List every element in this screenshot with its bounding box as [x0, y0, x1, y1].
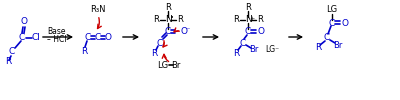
Text: R: R	[153, 16, 159, 24]
Text: C: C	[19, 34, 25, 42]
Text: R: R	[233, 48, 239, 58]
Text: •: •	[170, 15, 174, 21]
Text: C: C	[157, 38, 163, 48]
Text: C: C	[324, 34, 330, 42]
Text: Br: Br	[333, 40, 343, 50]
Text: LG⁻: LG⁻	[265, 46, 279, 54]
Text: N: N	[245, 16, 251, 24]
Text: R: R	[151, 48, 157, 58]
Text: R₃N: R₃N	[90, 6, 106, 14]
Text: LG: LG	[158, 60, 168, 70]
Text: C: C	[245, 28, 251, 36]
Text: R: R	[233, 16, 239, 24]
Text: O: O	[104, 34, 112, 42]
Text: C: C	[240, 38, 246, 48]
Text: O: O	[20, 18, 28, 26]
Text: O: O	[180, 28, 188, 36]
Text: C: C	[329, 18, 335, 28]
Text: Base: Base	[48, 28, 66, 36]
Text: R: R	[81, 48, 87, 56]
Text: C: C	[165, 28, 171, 36]
Text: N: N	[165, 16, 171, 24]
Text: C: C	[85, 34, 91, 42]
Text: Br: Br	[249, 46, 259, 54]
Text: Cl: Cl	[32, 34, 40, 42]
Text: LG: LG	[326, 6, 338, 14]
Text: O: O	[258, 28, 264, 36]
Text: R: R	[315, 44, 321, 52]
Text: C: C	[95, 34, 101, 42]
Text: O: O	[342, 18, 348, 28]
Text: Br: Br	[171, 60, 181, 70]
Text: R: R	[5, 57, 11, 66]
Text: R: R	[257, 16, 263, 24]
Text: – HCl: – HCl	[47, 36, 67, 44]
Text: R: R	[245, 2, 251, 12]
Text: R: R	[177, 16, 183, 24]
Text: C: C	[9, 48, 15, 56]
Text: R: R	[165, 2, 171, 12]
Text: +: +	[249, 16, 255, 20]
Text: ⁻: ⁻	[186, 26, 190, 34]
